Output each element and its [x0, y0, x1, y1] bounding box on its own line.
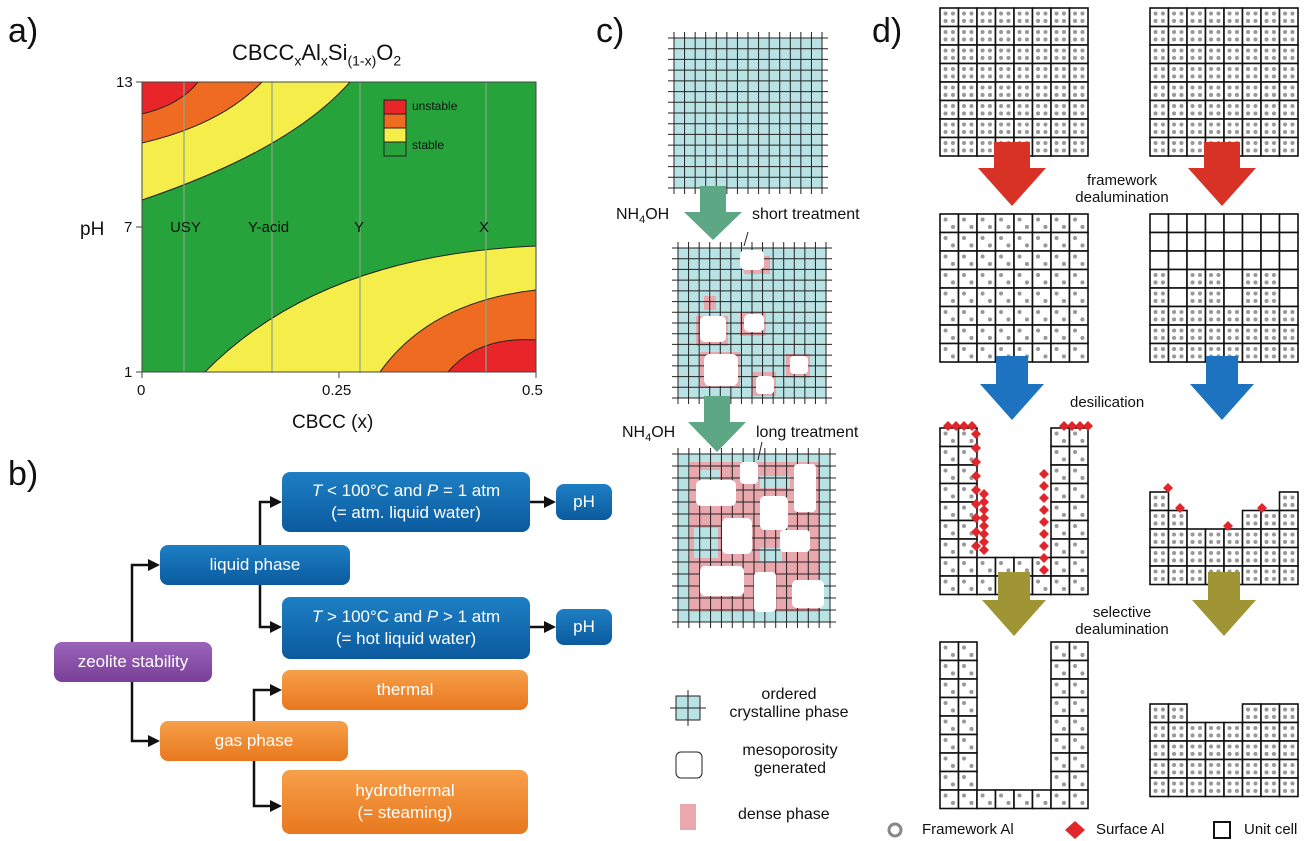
chart-title: CBCCxAlxSi(1-x)O2 — [232, 40, 402, 69]
zeolite-label-yacid: Y-acid — [248, 219, 290, 236]
xtick-05: 0.5 — [522, 382, 543, 399]
panel-b-letter: b) — [8, 455, 39, 493]
panel-a-letter: a) — [8, 12, 39, 50]
liquid-phase-box: liquid phase — [160, 545, 350, 585]
legend-swatch-green — [383, 141, 407, 157]
zeolite-label-usy: USY — [170, 219, 201, 236]
arrows-red — [978, 142, 1256, 206]
x-axis-label: CBCC (x) — [292, 412, 374, 433]
framework-al-icon — [887, 822, 903, 838]
legend-dense-label: dense phase — [738, 806, 830, 823]
crystal-grid-long — [672, 448, 836, 628]
crystal-grid-short — [672, 242, 832, 404]
ytick-7: 7 — [124, 219, 133, 236]
step-selective-dealumination: selective dealumination — [1075, 604, 1169, 638]
xtick-025: 0.25 — [322, 382, 352, 399]
y-axis-label: pH — [80, 219, 105, 240]
legend-swatch-red — [383, 99, 407, 115]
thermal-box: thermal — [282, 670, 528, 710]
ph-box-1: pH — [556, 484, 612, 520]
legend-swatch-orange — [383, 113, 407, 129]
ytick-1: 1 — [124, 364, 133, 381]
legend-icon-crystalline — [670, 690, 706, 726]
xtick-0: 0 — [137, 382, 146, 399]
legend-label-unstable: unstable — [412, 99, 458, 113]
nh4oh-label-2: NH4OH — [622, 424, 676, 445]
legend-surface-al-label: Surface Al — [1096, 821, 1165, 838]
step-framework-dealumination: framework dealumination — [1075, 172, 1169, 206]
step-desilication: desilication — [1070, 394, 1145, 411]
contour-red-bottom — [447, 339, 536, 372]
ytick-13: 13 — [116, 74, 133, 91]
arrow-green-2 — [688, 396, 746, 452]
legend-mesopore-label: mesoporosity generated — [742, 742, 838, 777]
long-treatment-label: long treatment — [756, 424, 859, 441]
legend-label-stable: stable — [412, 138, 445, 152]
hydrothermal-box: hydrothermal (= steaming) — [282, 770, 528, 834]
legend-swatch-yellow — [383, 127, 407, 143]
zeolite-label-x: X — [479, 219, 490, 236]
ph-box-2: pH — [556, 609, 612, 645]
short-treatment-label: short treatment — [752, 206, 860, 223]
panel-c-letter: c) — [596, 12, 625, 50]
zeolite-label-y: Y — [354, 219, 365, 236]
flow-connectors — [130, 500, 548, 808]
legend-icon-mesopore — [675, 751, 703, 779]
legend-crystalline-label: ordered crystalline phase — [729, 686, 849, 721]
arrows-olive — [982, 572, 1256, 636]
panel-d-letter: d) — [872, 12, 903, 50]
unit-cell-icon — [1213, 821, 1231, 839]
crystal-grid-initial — [668, 32, 828, 194]
panel-d-grids — [939, 7, 1299, 810]
pointer-long — [757, 441, 763, 461]
surface-al-icon — [1065, 821, 1085, 839]
arrows-blue — [980, 356, 1254, 420]
pointer-short — [743, 231, 749, 247]
legend-icon-dense — [680, 804, 696, 830]
gas-phase-box: gas phase — [160, 721, 348, 761]
nh4oh-label-1: NH4OH — [616, 206, 670, 227]
legend-framework-al-label: Framework Al — [922, 821, 1014, 838]
liquid-condition-1-box: T < 100°C and P = 1 atm (= atm. liquid wa… — [282, 472, 530, 532]
flow-arrowheads — [148, 496, 556, 812]
zeolite-stability-box: zeolite stability — [54, 642, 212, 682]
arrow-green-1 — [684, 186, 742, 240]
liquid-condition-2-box: T > 100°C and P > 1 atm (= hot liquid wat… — [282, 597, 530, 659]
legend-unit-cell-label: Unit cell — [1244, 821, 1298, 838]
